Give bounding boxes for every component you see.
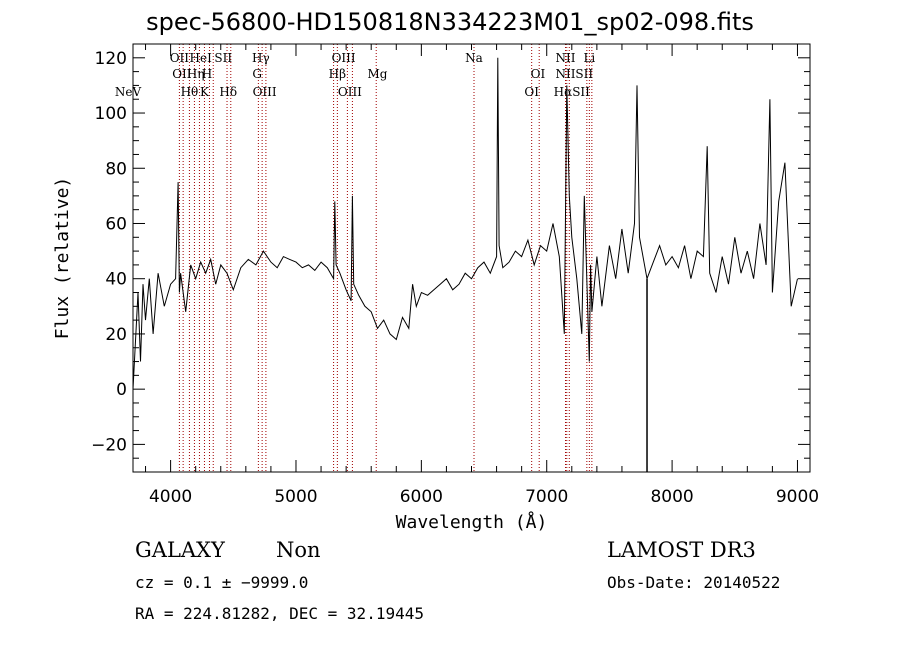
emission-line-label: Na <box>465 51 483 65</box>
redshift-text: cz = 0.1 ± −9999.0 <box>135 573 309 592</box>
x-tick-label: 9000 <box>776 487 819 507</box>
obs-date-text: Obs-Date: 20140522 <box>607 573 781 592</box>
x-axis-label: Wavelength (Å) <box>396 511 548 533</box>
emission-line-label: OI <box>524 85 539 99</box>
emission-line-label: OII <box>170 51 190 65</box>
object-type: GALAXY <box>135 538 225 562</box>
plot-frame <box>132 43 811 473</box>
emission-line-label: Mg <box>367 67 387 81</box>
chart-title: spec-56800-HD150818N334223M01_sp02-098.f… <box>146 8 754 36</box>
emission-line-label: G <box>252 67 262 81</box>
emission-line-label: Hβ <box>329 67 346 81</box>
emission-line-label: OIII <box>338 85 362 99</box>
y-tick-label: 100 <box>95 104 127 124</box>
spectrum-line <box>133 57 798 390</box>
emission-line-label: OI <box>531 67 546 81</box>
x-tick-label: 8000 <box>650 487 693 507</box>
object-subclass: Non <box>276 538 321 562</box>
y-tick-label: 20 <box>105 325 127 345</box>
x-tick-label: 6000 <box>400 487 443 507</box>
emission-line-label: NeV <box>115 85 142 99</box>
y-tick-label: 0 <box>116 380 127 400</box>
emission-line-label: Hγ <box>252 51 270 65</box>
y-tick-label: −20 <box>91 435 127 455</box>
emission-line-label: OIII <box>253 85 277 99</box>
emission-line-label: Hη <box>187 67 205 81</box>
y-axis-label: Flux (relative) <box>52 177 73 340</box>
y-tick-label: 120 <box>95 49 127 69</box>
emission-line-label: HαSII <box>554 85 591 99</box>
emission-line-label: OII <box>172 67 192 81</box>
emission-line-label: HeI <box>190 51 213 65</box>
emission-line-label: NIISII <box>555 67 593 81</box>
radec-text: RA = 224.81282, DEC = 32.19445 <box>135 604 424 623</box>
emission-line-label: OIII <box>332 51 356 65</box>
x-tick-label: 7000 <box>525 487 568 507</box>
emission-line-label: Hθ <box>181 85 199 99</box>
emission-line-label: Li <box>583 51 595 65</box>
emission-line-label: SII <box>214 51 232 65</box>
y-tick-label: 80 <box>105 159 127 179</box>
emission-line-label: H <box>202 67 212 81</box>
y-tick-label: 60 <box>105 214 127 234</box>
emission-line-label: K <box>200 85 210 99</box>
emission-line-label: NII <box>556 51 576 65</box>
emission-line-label: Hδ <box>219 85 237 99</box>
x-tick-label: 4000 <box>149 487 192 507</box>
y-tick-label: 40 <box>105 270 127 290</box>
x-tick-label: 5000 <box>274 487 317 507</box>
survey-label: LAMOST DR3 <box>607 538 756 562</box>
